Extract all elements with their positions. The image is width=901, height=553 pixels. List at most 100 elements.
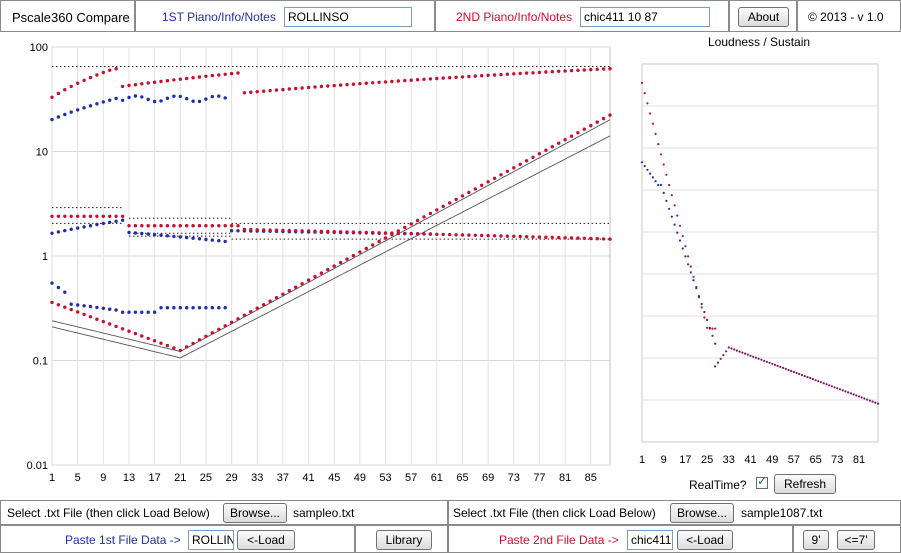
side-combined-point	[760, 358, 763, 361]
red-upper-point	[467, 74, 471, 79]
red-mid-point	[409, 231, 413, 236]
red-low-point	[127, 329, 131, 333]
blue-upper-point	[178, 94, 182, 99]
blue-upper-point	[108, 98, 112, 102]
red-low-point	[178, 348, 182, 353]
blue-upper-point	[133, 94, 138, 98]
red-mid-point	[108, 214, 112, 218]
side-combined-point	[836, 387, 839, 390]
side-combined-point	[749, 354, 752, 357]
red-low-point	[172, 346, 176, 350]
red-low-point	[383, 236, 388, 240]
red-low-point	[165, 343, 170, 348]
blue-upper-point	[95, 102, 99, 106]
side-blue-point	[697, 295, 701, 298]
file2-load-button[interactable]: <-Load	[677, 530, 733, 550]
side-plot-area	[641, 63, 879, 443]
side-combined-point	[727, 346, 730, 349]
red-low-point	[268, 299, 272, 303]
file2-select-label: Select .txt File (then click Load Below)	[453, 506, 656, 520]
red-mid-point	[608, 237, 612, 241]
side-chart-title: Loudness / Sustain	[708, 35, 811, 49]
realtime-checkbox[interactable]: ✓	[756, 474, 768, 489]
red-mid-point	[524, 235, 529, 239]
seven-foot-button[interactable]: <=7'	[837, 530, 875, 550]
x-tick-label: 17	[148, 472, 160, 484]
side-combined-point	[849, 392, 852, 395]
red-upper-point	[409, 78, 413, 82]
red-low-point	[204, 334, 208, 338]
blue-upper-point	[120, 98, 125, 103]
x-tick-label: 37	[277, 472, 289, 484]
refresh-button[interactable]: Refresh	[774, 474, 836, 494]
side-blue-point	[673, 223, 676, 226]
nine-foot-button[interactable]: 9'	[803, 530, 829, 550]
red-low-point	[582, 127, 586, 131]
x-tick-label: 25	[200, 472, 212, 484]
side-red-point	[703, 316, 706, 319]
red-upper-point	[223, 72, 227, 76]
side-combined-point	[806, 376, 809, 379]
red-low-point	[524, 159, 529, 163]
red-upper-point	[274, 88, 279, 92]
red-upper-point	[236, 71, 240, 75]
blue-low-point	[127, 310, 131, 314]
red-upper-point	[537, 70, 542, 75]
red-upper-point	[204, 74, 208, 78]
side-combined-point	[719, 357, 722, 360]
side-combined-point	[857, 395, 861, 398]
file1-paste-input[interactable]: ROLLIN	[188, 530, 234, 550]
side-combined-point	[874, 401, 877, 404]
side-combined-point	[825, 383, 828, 386]
red-low-point	[441, 204, 445, 209]
file2-paste-input[interactable]: chic411	[627, 530, 673, 550]
red-mid-point	[178, 224, 182, 228]
red-upper-point	[95, 73, 99, 77]
red-upper-point	[140, 82, 144, 86]
blue-mid-point	[120, 218, 125, 222]
red-mid-point	[550, 235, 554, 240]
red-mid-point	[371, 230, 375, 235]
red-mid-point	[255, 228, 259, 232]
red-mid-point	[50, 214, 54, 218]
red-low-point	[255, 306, 259, 310]
red-mid-point	[460, 233, 465, 237]
red-low-point	[262, 303, 266, 307]
file1-load-button[interactable]: <-Load	[237, 530, 295, 550]
red-low-point	[608, 113, 612, 117]
library-button[interactable]: Library	[376, 530, 432, 550]
piano2-input[interactable]: chic411 10 87	[580, 7, 710, 27]
red-upper-point	[69, 84, 73, 89]
blue-upper-point	[223, 96, 227, 100]
side-blue-point	[711, 334, 714, 337]
red-mid-point	[345, 230, 349, 234]
red-low-point	[306, 278, 311, 282]
red-upper-point	[576, 68, 580, 72]
about-button[interactable]: About	[738, 7, 789, 27]
side-blue-point	[640, 161, 644, 164]
red-low-point	[505, 169, 510, 173]
red-mid-point	[326, 229, 330, 234]
blue-low-point	[178, 306, 182, 310]
blue-low-point	[56, 285, 61, 290]
red-mid-point	[319, 229, 324, 233]
red-mid-point	[499, 234, 503, 238]
library-cell: Library	[355, 525, 448, 553]
red-upper-point	[608, 67, 612, 71]
blue-mid-point	[172, 234, 176, 239]
red-upper-point	[486, 73, 490, 77]
x-tick-label: 33	[251, 472, 263, 484]
blue-mid-point	[133, 231, 138, 235]
red-low-point	[473, 187, 477, 191]
piano1-input[interactable]: ROLLINSO	[284, 7, 412, 27]
red-low-point	[460, 194, 465, 198]
side-red-point	[714, 327, 717, 330]
x-tick-label: 65	[456, 472, 468, 484]
x-tick-label: 69	[482, 472, 494, 484]
side-combined-point	[722, 354, 725, 357]
x-tick-label: 73	[508, 472, 520, 484]
file1-browse-button[interactable]: Browse...	[223, 503, 287, 523]
side-red-point	[651, 122, 654, 125]
side-blue-point	[681, 247, 684, 250]
file2-browse-button[interactable]: Browse...	[670, 503, 734, 523]
